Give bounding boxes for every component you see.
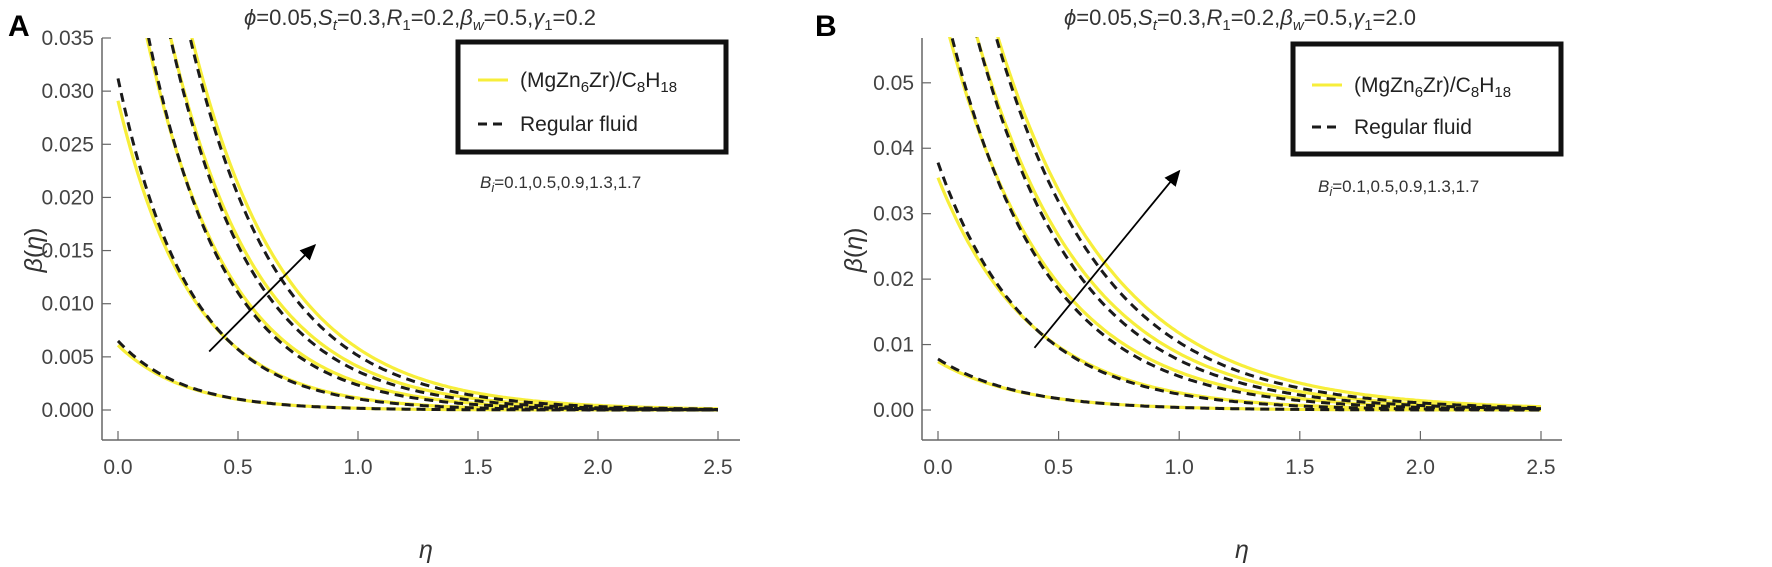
regular-fluid-curve-bi-1.7 — [994, 37, 1542, 410]
y-axis-label-a: β(η) — [20, 228, 48, 274]
legend-label-nanofluid-a: (MgZn6Zr)/C8H18 — [520, 69, 677, 96]
y-tick-label: 0.000 — [41, 399, 94, 422]
y-tick-label: 0.010 — [41, 293, 94, 316]
x-tick-label: 2.0 — [1406, 456, 1435, 479]
y-tick-label: 0.01 — [873, 334, 914, 357]
legend-label-nanofluid-b: (MgZn6Zr)/C8H18 — [1354, 74, 1511, 101]
chart-panel-b: B ϕ=0.05,St=0.3,R1=0.2,βw=0.5,γ1=2.0 η β… — [815, 5, 1564, 564]
y-tick-label: 0.03 — [873, 203, 914, 226]
increase-arrow-icon — [1033, 169, 1181, 349]
x-tick-label: 1.5 — [463, 456, 492, 479]
legend-label-regular-a: Regular fluid — [520, 113, 638, 136]
panel-letter-a: A — [8, 10, 30, 43]
x-tick-label: 0.5 — [223, 456, 252, 479]
legend-box-b — [1290, 41, 1564, 157]
panel-letter-b: B — [815, 10, 837, 43]
panel-a-title: ϕ=0.05,St=0.3,R1=0.2,βw=0.5,γ1=0.2 — [244, 5, 596, 34]
y-tick-label: 0.04 — [873, 137, 914, 160]
y-tick-label: 0.035 — [41, 27, 94, 50]
x-axis-label-a: η — [419, 536, 433, 564]
regular-fluid-curve-bi-1.7 — [188, 38, 718, 411]
parameter-annotation-a: Bi=0.1,0.5,0.9,1.3,1.7 — [480, 173, 641, 195]
chart-panel-a: A ϕ=0.05,St=0.3,R1=0.2,βw=0.5,γ1=0.2 η β… — [8, 5, 740, 564]
y-tick-label: 0.00 — [873, 399, 914, 422]
y-tick-label: 0.02 — [873, 268, 914, 291]
x-tick-label: 0.5 — [1044, 456, 1073, 479]
y-tick-label: 0.020 — [41, 186, 94, 209]
x-tick-label: 2.5 — [703, 456, 732, 479]
nanofluid-curve-bi-0.9 — [947, 37, 1542, 411]
legend-a: (MgZn6Zr)/C8H18 Regular fluid — [455, 39, 729, 155]
y-tick-label: 0.025 — [41, 133, 94, 156]
x-tick-label: 2.5 — [1526, 456, 1555, 479]
legend-label-regular-b: Regular fluid — [1354, 116, 1472, 139]
panel-b-title: ϕ=0.05,St=0.3,R1=0.2,βw=0.5,γ1=2.0 — [1064, 5, 1416, 34]
y-tick-label: 0.05 — [873, 72, 914, 95]
x-tick-label: 0.0 — [923, 456, 952, 479]
regular-fluid-curve-bi-1.3 — [975, 37, 1541, 411]
x-tick-label: 1.0 — [1165, 456, 1194, 479]
nanofluid-curve-bi-1.7 — [996, 37, 1542, 409]
increase-arrow-icon — [208, 243, 317, 353]
x-tick-label: 0.0 — [103, 456, 132, 479]
x-tick-label: 2.0 — [583, 456, 612, 479]
parameter-annotation-b: Bi=0.1,0.5,0.9,1.3,1.7 — [1318, 177, 1479, 199]
x-axis-label-b: η — [1235, 536, 1249, 564]
legend-b: (MgZn6Zr)/C8H18 Regular fluid — [1290, 41, 1564, 157]
regular-fluid-curve-bi-0.9 — [147, 38, 718, 412]
y-tick-label: 0.030 — [41, 80, 94, 103]
y-tick-label: 0.015 — [41, 240, 94, 263]
y-tick-label: 0.005 — [41, 346, 94, 369]
x-tick-label: 1.5 — [1285, 456, 1314, 479]
y-axis-label-b: β(η) — [840, 228, 868, 274]
regular-fluid-curve-bi-0.5 — [936, 162, 1541, 412]
x-tick-label: 1.0 — [343, 456, 372, 479]
legend-box-a — [455, 39, 729, 155]
plot-area-a — [116, 38, 719, 412]
regular-fluid-curve-bi-0.9 — [950, 37, 1542, 411]
plot-area-b — [936, 37, 1542, 412]
nanofluid-curve-bi-0.5 — [936, 177, 1542, 412]
